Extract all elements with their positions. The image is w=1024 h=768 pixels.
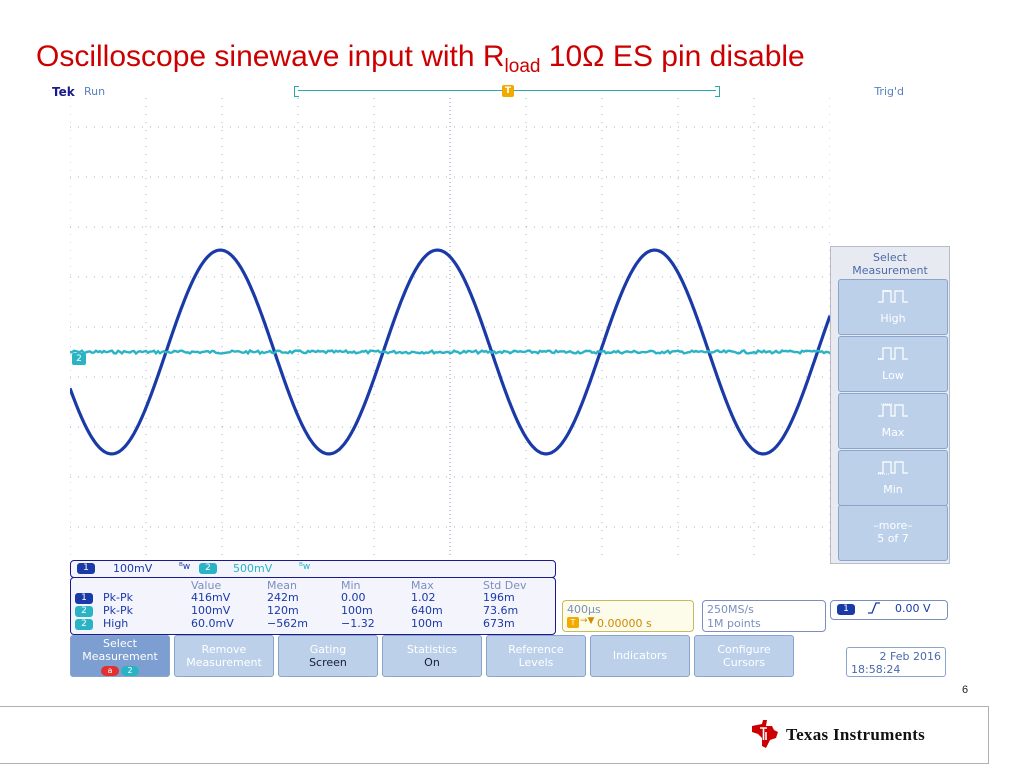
row1-mean: 242m bbox=[267, 591, 299, 604]
indicators-button[interactable]: Indicators bbox=[590, 635, 690, 677]
ti-brand-name: Texas Instruments bbox=[786, 725, 926, 744]
page-number: 6 bbox=[962, 684, 969, 696]
row2-channel: 2 bbox=[75, 606, 93, 617]
row3-type: High bbox=[103, 617, 129, 630]
horizontal-position: 0.00000 s bbox=[597, 617, 652, 630]
row1-value: 416mV bbox=[191, 591, 231, 604]
side-menu: Select Measurement High Low Max Min –more… bbox=[830, 246, 950, 564]
waveform-display[interactable]: 2 bbox=[70, 98, 830, 558]
row2-std: 73.6m bbox=[483, 604, 519, 617]
trigger-status: Trig'd bbox=[874, 85, 904, 98]
ch2-scale: 500mV bbox=[233, 562, 273, 575]
row1-max: 1.02 bbox=[411, 591, 436, 604]
row3-channel: 2 bbox=[75, 619, 93, 630]
row2-type: Pk-Pk bbox=[103, 604, 133, 617]
slide-title: Oscilloscope sinewave input with Rload 1… bbox=[36, 40, 805, 77]
row3-min: −1.32 bbox=[341, 617, 375, 630]
max-pulse-icon bbox=[878, 403, 908, 417]
horizontal-scale: 400µs bbox=[567, 603, 601, 616]
slide-footer bbox=[0, 706, 989, 764]
row1-min: 0.00 bbox=[341, 591, 366, 604]
status-bar: Tek Run T Trig'd bbox=[50, 82, 948, 102]
acquisition-state: Run bbox=[84, 85, 106, 98]
ch2-ground-marker[interactable]: 2 bbox=[72, 353, 86, 365]
row2-mean: 120m bbox=[267, 604, 299, 617]
ch1-scale: 100mV bbox=[113, 562, 153, 575]
header-mean: Mean bbox=[267, 579, 297, 592]
row2-max: 640m bbox=[411, 604, 443, 617]
side-menu-min-button[interactable]: Min bbox=[838, 450, 948, 506]
measurement-table: Value Mean Min Max Std Dev 1 Pk-Pk 416mV… bbox=[70, 577, 556, 635]
ch2-trace bbox=[70, 348, 830, 356]
header-min: Min bbox=[341, 579, 361, 592]
gating-button[interactable]: Gating Screen bbox=[278, 635, 378, 677]
timebase-readout[interactable]: 400µs T →▼ 0.00000 s bbox=[562, 600, 694, 632]
row1-channel: 1 bbox=[75, 593, 93, 604]
record-length: 1M points bbox=[707, 617, 761, 630]
ti-logo-icon bbox=[752, 720, 778, 748]
high-pulse-icon bbox=[878, 290, 908, 303]
ch1-badge: 1 bbox=[77, 563, 95, 574]
trigger-position-icon-small: T bbox=[567, 617, 579, 628]
row1-std: 196m bbox=[483, 591, 515, 604]
row2-min: 100m bbox=[341, 604, 373, 617]
ch2-badge: 2 bbox=[199, 563, 217, 574]
remove-measurement-button[interactable]: Remove Measurement bbox=[174, 635, 274, 677]
row3-value: 60.0mV bbox=[191, 617, 234, 630]
reference-levels-button[interactable]: Reference Levels bbox=[486, 635, 586, 677]
side-menu-high-button[interactable]: High bbox=[838, 279, 948, 335]
side-menu-more-button[interactable]: –more– 5 of 7 bbox=[838, 505, 948, 561]
side-menu-low-button[interactable]: Low bbox=[838, 336, 948, 392]
tek-logo: Tek bbox=[52, 85, 75, 99]
channel-scale-readout[interactable]: 1 100mV ᴮw 2 500mV ᴮw bbox=[70, 560, 556, 578]
trigger-level: 0.00 V bbox=[895, 602, 931, 615]
low-pulse-icon bbox=[878, 347, 908, 360]
header-max: Max bbox=[411, 579, 434, 592]
row2-value: 100mV bbox=[191, 604, 231, 617]
ch1-sine-trace bbox=[70, 248, 830, 456]
trigger-source-badge: 1 bbox=[837, 604, 855, 615]
sample-rate: 250MS/s bbox=[707, 603, 754, 616]
trigger-readout[interactable]: 1 0.00 V bbox=[830, 600, 948, 620]
delay-arrow-icon: →▼ bbox=[580, 616, 595, 626]
sample-rate-readout[interactable]: 250MS/s 1M points bbox=[702, 600, 826, 632]
row1-type: Pk-Pk bbox=[103, 591, 133, 604]
date-time-readout: 2 Feb 2016 18:58:24 bbox=[846, 647, 946, 677]
ch2-bandwidth-icon: ᴮw bbox=[299, 562, 311, 572]
trigger-position-icon[interactable]: T bbox=[502, 85, 514, 97]
statistics-button[interactable]: Statistics On bbox=[382, 635, 482, 677]
row3-mean: −562m bbox=[267, 617, 308, 630]
row3-max: 100m bbox=[411, 617, 443, 630]
oscilloscope-screen: Tek Run T Trig'd 2 Select Measurement Hig… bbox=[50, 82, 950, 680]
waveform-graticule[interactable] bbox=[70, 98, 830, 558]
row3-std: 673m bbox=[483, 617, 515, 630]
side-menu-title: Select Measurement bbox=[852, 251, 928, 277]
header-value: Value bbox=[191, 579, 222, 592]
min-pulse-icon bbox=[878, 461, 908, 475]
time: 18:58:24 bbox=[851, 663, 901, 676]
date: 2 Feb 2016 bbox=[879, 650, 941, 663]
rising-edge-icon bbox=[867, 602, 881, 617]
configure-cursors-button[interactable]: Configure Cursors bbox=[694, 635, 794, 677]
header-std-dev: Std Dev bbox=[483, 579, 527, 592]
side-menu-max-button[interactable]: Max bbox=[838, 393, 948, 449]
ch1-bandwidth-icon: ᴮw bbox=[179, 562, 191, 572]
